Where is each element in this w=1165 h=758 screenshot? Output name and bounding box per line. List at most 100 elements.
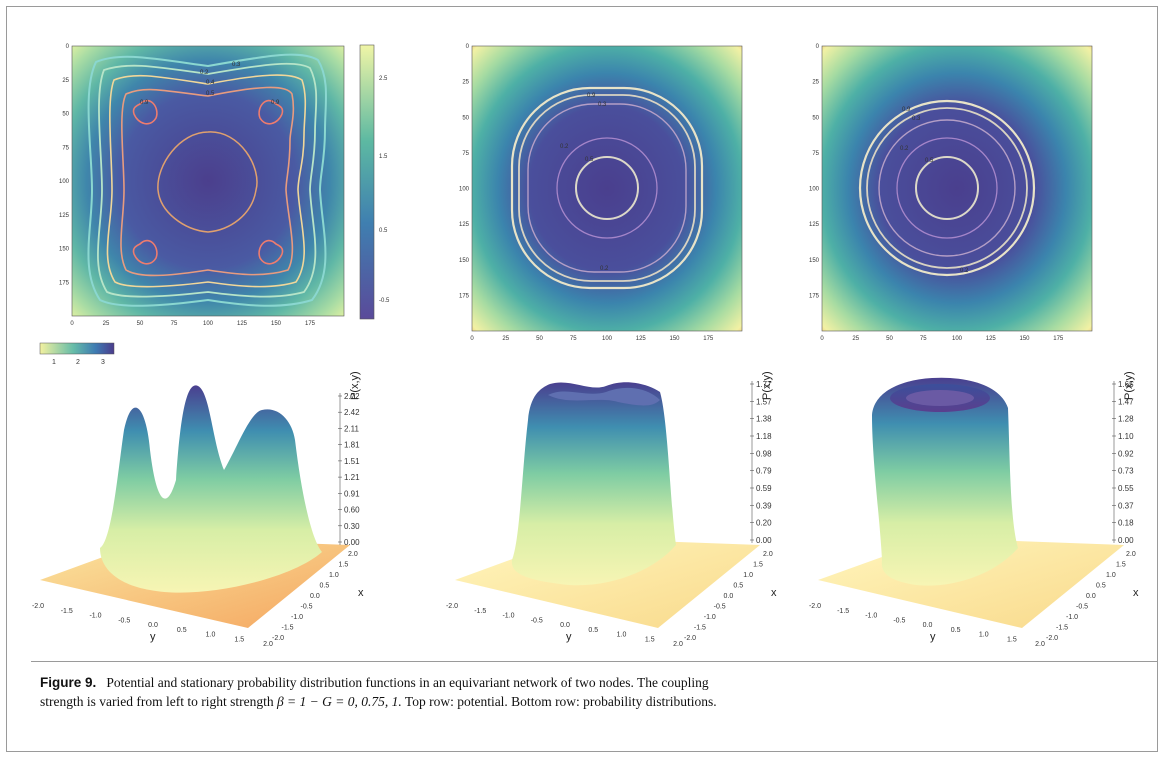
tick-label: 2.0: [1035, 641, 1045, 648]
tick-label: 2.11: [344, 424, 360, 433]
tick-label: 50: [62, 112, 69, 118]
contour-label: 0.2: [200, 70, 209, 76]
tick-label: 25: [62, 78, 69, 84]
tick-label: 0: [466, 44, 470, 50]
z-axis-label: P(x,y): [349, 371, 361, 400]
tick-label: 0.5: [951, 627, 961, 634]
tick-label: -1.5: [694, 625, 706, 632]
tick-label: 0.30: [344, 522, 360, 531]
tick-label: 2.0: [673, 641, 683, 648]
tick-label: 0.00: [344, 538, 360, 547]
tick-label: -0.5: [118, 617, 130, 624]
tick-label: 1.10: [1118, 432, 1134, 441]
tick-label: 50: [536, 336, 543, 342]
tick-label: 25: [103, 321, 110, 327]
tick-label: -2.0: [684, 635, 696, 642]
tick-label: 1.81: [344, 441, 360, 450]
figure-graphics: 0.9 0.9 0.5 0.4 0.3 0.2 0 25 50 75 100 125 150…: [32, 44, 1139, 648]
tick-label: 100: [809, 187, 820, 193]
tick-label: -1.0: [291, 614, 303, 621]
tick-label: 1.0: [743, 572, 753, 579]
tick-label: 150: [1019, 336, 1030, 342]
caption-line2-pre: strength is varied from left to right st…: [40, 694, 277, 709]
tick-label: 75: [812, 151, 819, 157]
tick-label: 0.73: [1118, 467, 1134, 476]
tick-label: 1.21: [344, 473, 360, 482]
x-axis-label: x: [771, 587, 777, 599]
contour-label: 0.5: [585, 157, 594, 163]
tick-label: -0.5: [1076, 604, 1088, 611]
tick-label: 25: [502, 336, 509, 342]
figure-label: Figure 9.: [40, 675, 97, 690]
tick-label: 100: [602, 336, 613, 342]
tick-label: -0.5: [714, 604, 726, 611]
tick-label: 150: [669, 336, 680, 342]
caption-divider: [31, 661, 1158, 662]
tick-label: 100: [459, 187, 470, 193]
tick-label: 175: [703, 336, 714, 342]
tick-label: 0.5: [177, 627, 187, 634]
potential-heatmap-left: 0.9 0.9 0.5 0.4 0.3 0.2 0 25 50 75 100 125 150…: [59, 44, 345, 327]
tick-label: -1.5: [1056, 625, 1068, 632]
tick-label: 2.0: [263, 641, 273, 648]
tick-label: 0.55: [1118, 484, 1134, 493]
contour-label: 0.9: [140, 100, 149, 106]
tick-label: 1.0: [206, 632, 216, 639]
tick-label: 50: [886, 336, 893, 342]
contour-label: 0.2: [600, 266, 609, 272]
tick-label: 75: [171, 321, 178, 327]
tick-label: 0: [820, 336, 824, 342]
tick-label: -2.0: [809, 603, 821, 610]
probability-surface-left: 2.722.422.111.811.511.210.910.600.300.00…: [32, 371, 364, 648]
tick-label: 175: [459, 293, 470, 299]
tick-label: 50: [137, 321, 144, 327]
contour-label: 0.5: [925, 158, 934, 164]
tick-label: 0.60: [344, 506, 360, 515]
tick-label: 175: [809, 293, 820, 299]
tick-label: 0.39: [756, 501, 772, 510]
tick-label: -2.0: [272, 635, 284, 642]
tick-label: 150: [271, 321, 282, 327]
contour-label: 0.9: [902, 107, 911, 113]
tick-label: 25: [812, 80, 819, 86]
tick-label: 0.59: [756, 484, 772, 493]
tick-label: 0.0: [724, 593, 734, 600]
tick-label: 0.92: [1118, 449, 1134, 458]
x-axis-label: x: [358, 587, 364, 599]
probability-surface-right: 1.651.471.281.100.920.730.550.370.180.00…: [809, 371, 1139, 648]
tick-label: 0.18: [1118, 519, 1134, 528]
tick-label: 100: [203, 321, 214, 327]
tick-label: 0.5: [733, 583, 743, 590]
tick-label: 1.28: [1118, 415, 1134, 424]
tick-label: 1.5: [234, 636, 244, 643]
tick-label: 0.0: [148, 622, 158, 629]
potential-heatmap-right: 0.9 0.3 0.2 0.5 0.2 0 25 50 75 100 125 150 175 …: [809, 44, 1093, 342]
tick-label: 1.77: [756, 380, 772, 389]
tick-label: -2.0: [446, 603, 458, 610]
tick-label: 0.0: [560, 622, 570, 629]
colorbar-tick: 2.5: [379, 76, 388, 82]
tick-label: 125: [986, 336, 997, 342]
potential-heatmap-middle: 0.9 0.3 0.2 0.5 0.2 0 25 50 75 100 125 150 175 …: [459, 44, 743, 342]
contour-labels-left: 0.9 0.9 0.5 0.4 0.3 0.2: [140, 62, 280, 106]
tick-label: 2.72: [344, 392, 360, 401]
tick-label: 150: [59, 247, 70, 253]
tick-label: 0.37: [1118, 501, 1134, 510]
tick-label: 125: [636, 336, 647, 342]
tick-label: -2.0: [1046, 635, 1058, 642]
tick-label: 50: [462, 115, 469, 121]
tick-label: 1.57: [756, 397, 772, 406]
contour-label: 0.2: [900, 146, 909, 152]
tick-label: 2.0: [1126, 551, 1136, 558]
caption-line1: Potential and stationary probability dis…: [106, 675, 709, 690]
tick-label: -1.5: [61, 608, 73, 615]
contour-label: 0.3: [598, 102, 607, 108]
tick-label: 25: [852, 336, 859, 342]
y-axis-label: y: [930, 631, 936, 643]
tick-label: 1.5: [1007, 636, 1017, 643]
contour-labels-middle: 0.9 0.3 0.2 0.5 0.2: [560, 93, 609, 272]
tick-label: 0.0: [923, 622, 933, 629]
colorbar-tick: 3: [101, 359, 105, 366]
tick-label: 1.5: [339, 562, 349, 569]
tick-label: 0: [70, 321, 74, 327]
